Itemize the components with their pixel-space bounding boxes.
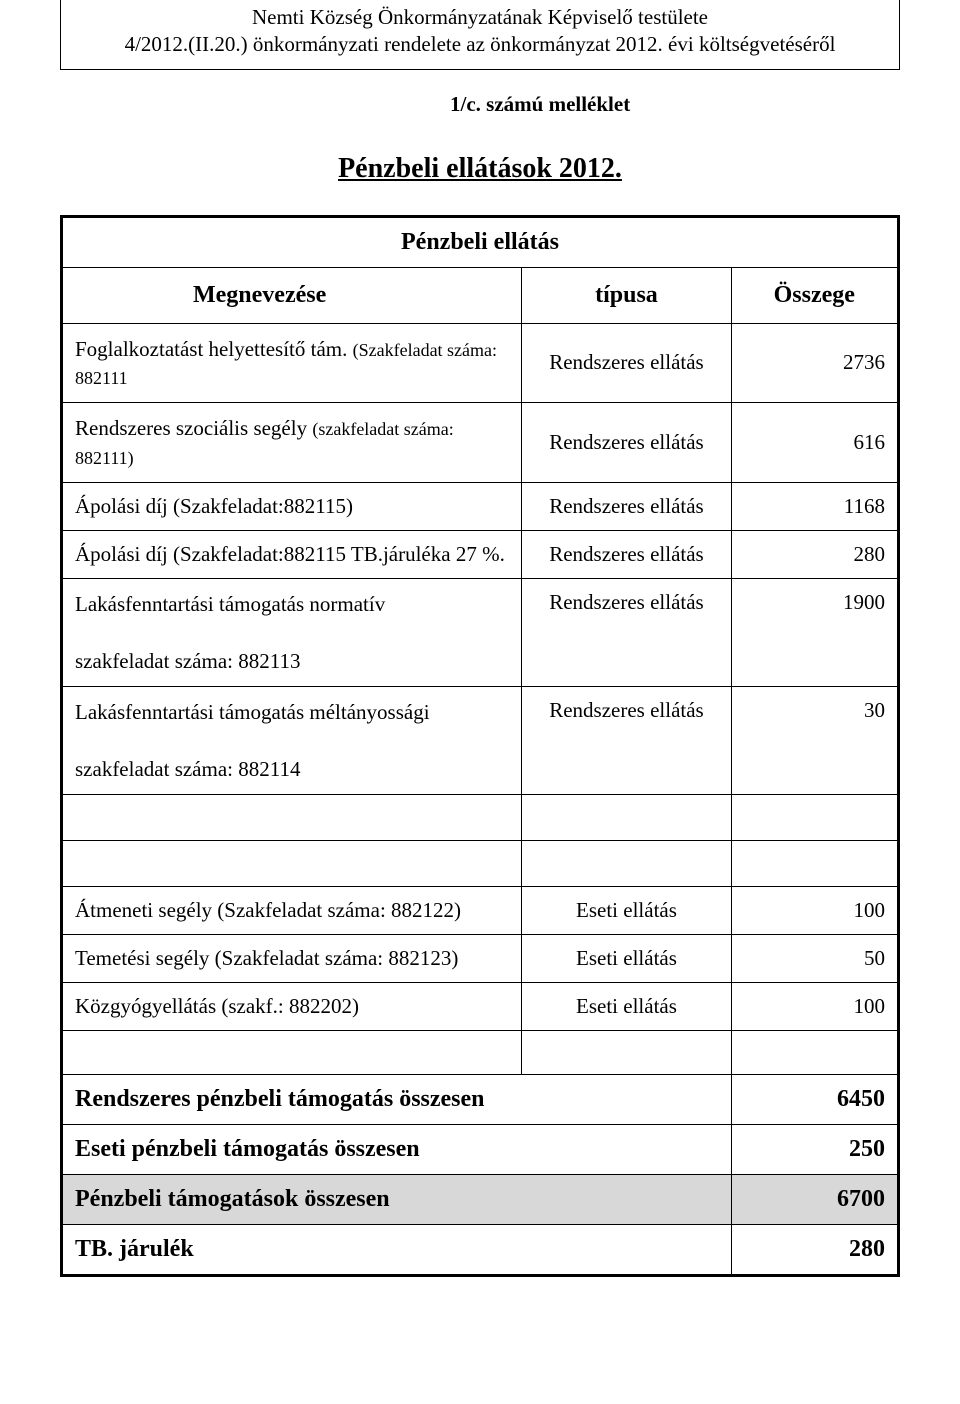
header-line-2: 4/2012.(II.20.) önkormányzati rendelete … — [69, 31, 891, 58]
row-amount: 30 — [731, 687, 898, 795]
summary-amount: 6700 — [731, 1175, 898, 1225]
row-type: Eseti ellátás — [522, 887, 731, 935]
row-type: Rendszeres ellátás — [522, 687, 731, 795]
table-row: Ápolási díj (Szakfeladat:882115 TB.járul… — [62, 530, 899, 578]
row-amount: 280 — [731, 530, 898, 578]
row-amount: 100 — [731, 983, 898, 1031]
row-name: Ápolási díj (Szakfeladat:882115) — [62, 482, 522, 530]
summary-amount: 6450 — [731, 1075, 898, 1125]
summary-row: Rendszeres pénzbeli támogatás összesen 6… — [62, 1075, 899, 1125]
header-box: Nemti Község Önkormányzatának Képviselő … — [60, 0, 900, 70]
annex-label: 1/c. számú melléklet — [450, 92, 900, 117]
col-header-name: Megnevezése — [62, 267, 522, 323]
row-amount: 1168 — [731, 482, 898, 530]
table-row: Temetési segély (Szakfeladat száma: 8821… — [62, 935, 899, 983]
summary-label: Pénzbeli támogatások összesen — [62, 1175, 732, 1225]
row-type: Eseti ellátás — [522, 935, 731, 983]
table-row: Átmeneti segély (Szakfeladat száma: 8821… — [62, 887, 899, 935]
row-type: Rendszeres ellátás — [522, 530, 731, 578]
col-header-amount: Összege — [731, 267, 898, 323]
summary-amount: 250 — [731, 1125, 898, 1175]
row-amount: 1900 — [731, 578, 898, 686]
page-container: Nemti Község Önkormányzatának Képviselő … — [0, 0, 960, 1337]
table-row: Lakásfenntartási támogatás méltányossági… — [62, 687, 899, 795]
row-type: Eseti ellátás — [522, 983, 731, 1031]
row-name: Foglalkoztatást helyettesítő tám. (Szakf… — [62, 323, 522, 403]
row-type: Rendszeres ellátás — [522, 323, 731, 403]
row-type: Rendszeres ellátás — [522, 578, 731, 686]
row-type: Rendszeres ellátás — [522, 403, 731, 483]
table-title-cell: Pénzbeli ellátás — [62, 216, 899, 267]
table-row: Lakásfenntartási támogatás normatívszakf… — [62, 578, 899, 686]
summary-row: Eseti pénzbeli támogatás összesen 250 — [62, 1125, 899, 1175]
row-name: Lakásfenntartási támogatás méltányossági… — [62, 687, 522, 795]
main-title: Pénzbeli ellátások 2012. — [60, 153, 900, 185]
row-amount: 2736 — [731, 323, 898, 403]
row-name: Rendszeres szociális segély (szakfeladat… — [62, 403, 522, 483]
row-name: Közgyógyellátás (szakf.: 882202) — [62, 983, 522, 1031]
summary-row: TB. járulék 280 — [62, 1225, 899, 1276]
row-name: Temetési segély (Szakfeladat száma: 8821… — [62, 935, 522, 983]
benefits-table: Pénzbeli ellátás Megnevezése típusa Össz… — [60, 215, 900, 1277]
row-name: Ápolási díj (Szakfeladat:882115 TB.járul… — [62, 530, 522, 578]
row-amount: 100 — [731, 887, 898, 935]
table-row: Közgyógyellátás (szakf.: 882202) Eseti e… — [62, 983, 899, 1031]
summary-label: Rendszeres pénzbeli támogatás összesen — [62, 1075, 732, 1125]
row-amount: 616 — [731, 403, 898, 483]
table-header-row: Megnevezése típusa Összege — [62, 267, 899, 323]
summary-label: TB. járulék — [62, 1225, 732, 1276]
col-header-type: típusa — [522, 267, 731, 323]
empty-row — [62, 1031, 899, 1075]
table-title-row: Pénzbeli ellátás — [62, 216, 899, 267]
header-line-1: Nemti Község Önkormányzatának Képviselő … — [69, 4, 891, 31]
summary-label: Eseti pénzbeli támogatás összesen — [62, 1125, 732, 1175]
row-name: Lakásfenntartási támogatás normatívszakf… — [62, 578, 522, 686]
empty-row — [62, 795, 899, 841]
empty-row — [62, 841, 899, 887]
summary-amount: 280 — [731, 1225, 898, 1276]
table-row: Ápolási díj (Szakfeladat:882115) Rendsze… — [62, 482, 899, 530]
summary-row-grand: Pénzbeli támogatások összesen 6700 — [62, 1175, 899, 1225]
table-row: Rendszeres szociális segély (szakfeladat… — [62, 403, 899, 483]
table-row: Foglalkoztatást helyettesítő tám. (Szakf… — [62, 323, 899, 403]
row-type: Rendszeres ellátás — [522, 482, 731, 530]
row-amount: 50 — [731, 935, 898, 983]
row-name: Átmeneti segély (Szakfeladat száma: 8821… — [62, 887, 522, 935]
